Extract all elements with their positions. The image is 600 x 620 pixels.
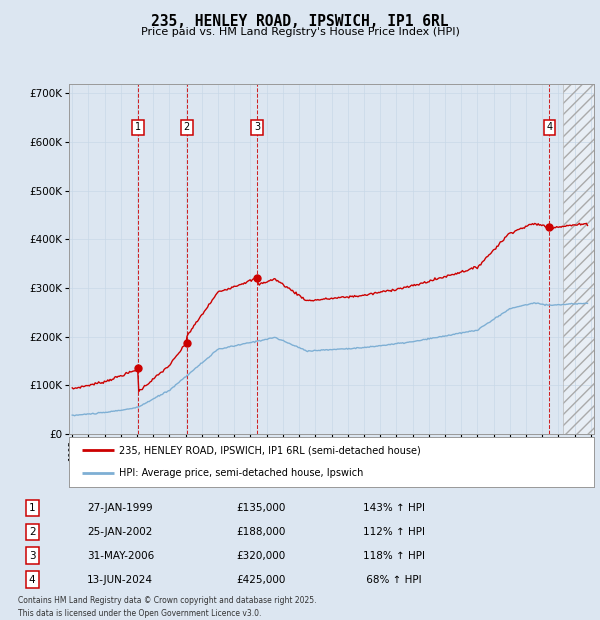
- Text: HPI: Average price, semi-detached house, Ipswich: HPI: Average price, semi-detached house,…: [119, 468, 363, 478]
- Text: 143% ↑ HPI: 143% ↑ HPI: [364, 503, 425, 513]
- Text: 118% ↑ HPI: 118% ↑ HPI: [364, 551, 425, 560]
- Text: 31-MAY-2006: 31-MAY-2006: [87, 551, 154, 560]
- Text: Price paid vs. HM Land Registry's House Price Index (HPI): Price paid vs. HM Land Registry's House …: [140, 27, 460, 37]
- Text: £320,000: £320,000: [236, 551, 286, 560]
- Bar: [563, 84, 594, 434]
- Text: 68% ↑ HPI: 68% ↑ HPI: [364, 575, 422, 585]
- Text: 1: 1: [29, 503, 35, 513]
- Text: 25-JAN-2002: 25-JAN-2002: [87, 526, 152, 537]
- Text: 112% ↑ HPI: 112% ↑ HPI: [364, 526, 425, 537]
- Text: £425,000: £425,000: [236, 575, 286, 585]
- Text: 2: 2: [29, 526, 35, 537]
- Bar: [563, 84, 594, 434]
- Text: 13-JUN-2024: 13-JUN-2024: [87, 575, 153, 585]
- Text: 2: 2: [184, 123, 190, 133]
- Text: £188,000: £188,000: [236, 526, 286, 537]
- Text: 1: 1: [135, 123, 141, 133]
- Text: Contains HM Land Registry data © Crown copyright and database right 2025.: Contains HM Land Registry data © Crown c…: [18, 596, 317, 605]
- Text: 4: 4: [29, 575, 35, 585]
- Text: 3: 3: [29, 551, 35, 560]
- Text: 4: 4: [547, 123, 553, 133]
- Text: This data is licensed under the Open Government Licence v3.0.: This data is licensed under the Open Gov…: [18, 608, 262, 618]
- Text: 235, HENLEY ROAD, IPSWICH, IP1 6RL (semi-detached house): 235, HENLEY ROAD, IPSWICH, IP1 6RL (semi…: [119, 446, 421, 456]
- Text: 235, HENLEY ROAD, IPSWICH, IP1 6RL: 235, HENLEY ROAD, IPSWICH, IP1 6RL: [151, 14, 449, 29]
- Text: £135,000: £135,000: [236, 503, 286, 513]
- Text: 3: 3: [254, 123, 260, 133]
- Text: 27-JAN-1999: 27-JAN-1999: [87, 503, 152, 513]
